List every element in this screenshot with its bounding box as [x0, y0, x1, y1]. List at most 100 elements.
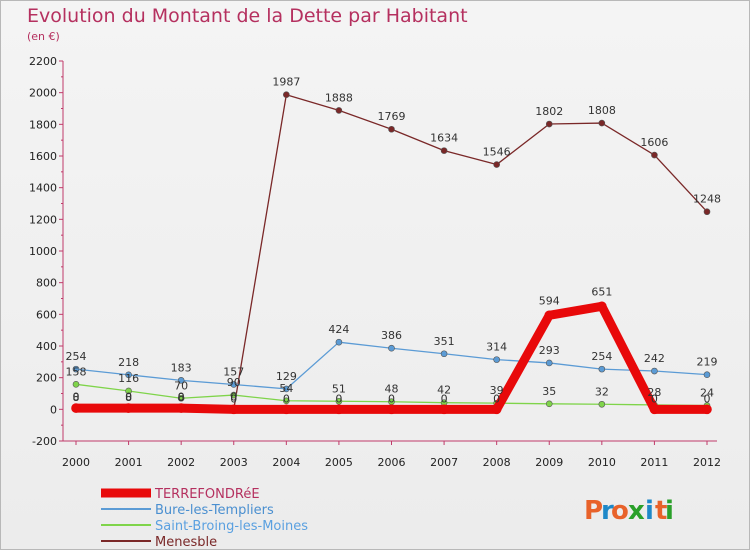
data-label: 0 — [704, 392, 711, 405]
data-point — [440, 147, 448, 154]
data-point — [72, 365, 80, 373]
x-tick-label: 2011 — [640, 456, 668, 469]
data-point — [491, 404, 502, 415]
data-point — [125, 387, 132, 395]
x-tick-label: 2009 — [535, 456, 563, 469]
data-label: 32 — [595, 385, 609, 398]
logo-letter: t — [655, 496, 667, 526]
x-tick-label: 2012 — [693, 456, 721, 469]
data-point — [125, 371, 132, 379]
x-tick-label: 2003 — [220, 456, 248, 469]
data-label: 116 — [118, 372, 139, 385]
data-point — [123, 403, 134, 413]
data-label: 8 — [73, 391, 80, 404]
data-label: 183 — [171, 361, 192, 374]
data-label: 0 — [335, 392, 342, 405]
x-tick-label: 2001 — [115, 456, 143, 469]
data-label: 651 — [591, 285, 612, 298]
data-label: 157 — [223, 365, 244, 378]
data-label: 48 — [385, 383, 399, 396]
data-label: 0 — [230, 392, 237, 405]
y-tick-label: 2000 — [29, 87, 57, 100]
x-tick-label: 2008 — [483, 456, 511, 469]
data-label: 351 — [434, 335, 455, 348]
data-label: 70 — [174, 379, 188, 392]
data-label: 0 — [125, 390, 132, 403]
data-point — [283, 397, 290, 405]
data-label: 8 — [125, 391, 132, 404]
data-point — [230, 381, 238, 388]
data-point — [281, 404, 292, 415]
y-tick-label: 600 — [36, 308, 57, 321]
data-label: 219 — [697, 356, 718, 369]
data-point — [702, 404, 712, 415]
data-point — [334, 404, 344, 415]
data-point — [545, 359, 553, 367]
y-tick-label: -200 — [32, 435, 57, 448]
data-point — [71, 403, 81, 413]
data-point — [176, 403, 186, 413]
data-point — [493, 161, 500, 168]
data-point — [703, 371, 711, 378]
data-label: 42 — [437, 384, 451, 397]
data-label: 218 — [118, 356, 139, 369]
data-label: 39 — [490, 384, 504, 397]
data-label: 1634 — [430, 132, 458, 145]
y-tick-label: 2200 — [29, 55, 57, 68]
chart-subtitle: (en €) — [27, 30, 60, 43]
y-tick-label: 200 — [36, 372, 57, 385]
data-point — [545, 120, 553, 128]
legend-label-3: Menesble — [155, 535, 217, 549]
data-label: 1802 — [535, 105, 563, 118]
data-point — [651, 367, 658, 375]
data-point — [177, 377, 185, 384]
y-tick-label: 400 — [36, 340, 57, 353]
y-tick-label: 1000 — [29, 245, 57, 258]
data-point — [388, 344, 395, 352]
data-point — [335, 107, 343, 114]
data-point — [335, 397, 343, 405]
data-label: 424 — [328, 323, 349, 336]
data-point — [598, 400, 606, 408]
data-label: 293 — [539, 344, 560, 357]
y-tick-label: 1600 — [29, 150, 57, 163]
data-label: 1606 — [640, 136, 668, 149]
data-label: 90 — [227, 376, 241, 389]
data-label: 242 — [644, 352, 665, 365]
y-tick-label: 800 — [36, 277, 57, 290]
logo-letter: i — [665, 496, 674, 526]
data-point — [598, 119, 606, 127]
data-point — [493, 356, 500, 363]
data-point — [439, 404, 449, 415]
data-label: 0 — [651, 392, 658, 405]
data-point — [72, 381, 80, 388]
data-label: 0 — [493, 392, 500, 405]
data-point — [386, 404, 397, 415]
data-point — [597, 301, 607, 312]
data-point — [544, 310, 555, 321]
y-tick-label: 0 — [50, 403, 57, 416]
data-point — [649, 404, 660, 415]
data-label: 1769 — [378, 110, 406, 123]
data-label: 35 — [542, 385, 556, 398]
data-point — [651, 151, 658, 159]
logo-letter: r — [601, 496, 614, 526]
data-label: 1546 — [483, 146, 511, 159]
data-label: 254 — [66, 350, 87, 363]
data-label: 24 — [700, 387, 714, 400]
x-tick-label: 2006 — [378, 456, 406, 469]
data-label: 8 — [178, 391, 185, 404]
data-point — [545, 400, 553, 408]
data-point — [230, 391, 238, 399]
data-label: 314 — [486, 341, 507, 354]
x-tick-label: 2002 — [167, 456, 195, 469]
data-point — [440, 350, 448, 358]
data-label: 129 — [276, 370, 297, 383]
x-tick-label: 2007 — [430, 456, 458, 469]
data-label: 0 — [178, 390, 185, 403]
data-point — [335, 338, 343, 346]
data-label: 0 — [230, 390, 237, 403]
y-tick-label: 1200 — [29, 213, 57, 226]
